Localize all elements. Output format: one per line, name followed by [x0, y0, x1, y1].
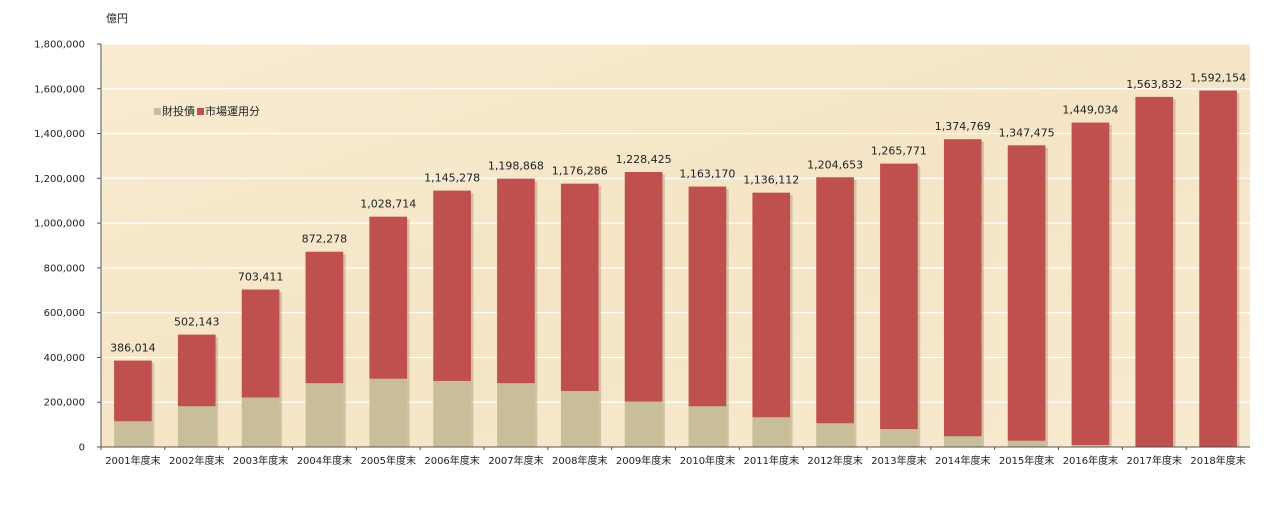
legend-label-財投債: 財投債: [162, 104, 195, 118]
bar-財投債: [433, 380, 471, 447]
legend-swatch-市場運用分: [197, 108, 204, 115]
y-tick-label: 400,000: [44, 353, 85, 364]
bar-市場運用分: [1199, 90, 1237, 447]
x-tick-label: 2005年度末: [361, 454, 416, 467]
data-label-total: 1,163,170: [679, 168, 735, 181]
x-tick-label: 2004年度末: [297, 454, 352, 467]
y-tick-label: 200,000: [44, 398, 85, 409]
bar-市場運用分: [177, 334, 216, 407]
bar-市場運用分: [497, 178, 535, 384]
x-tick-label: 2013年度末: [871, 454, 926, 467]
bar-財投債: [114, 421, 152, 447]
bar-財投債: [816, 423, 854, 447]
bar-市場運用分: [943, 139, 982, 437]
bar-市場運用分: [816, 177, 854, 424]
y-tick-label: 1,600,000: [34, 84, 85, 95]
bar-市場運用分: [880, 163, 918, 430]
axes: 0 200,000 400,000 600,000 800,000 1,000,000 1,…: [34, 40, 1250, 467]
bar-市場運用分: [241, 289, 280, 398]
data-label-total: 1,449,034: [1062, 104, 1118, 117]
bar-市場運用分: [688, 186, 727, 407]
data-label-total: 1,176,286: [552, 165, 608, 178]
bar-財投債: [880, 429, 918, 447]
data-label-total: 1,592,154: [1190, 72, 1246, 85]
data-label-total: 1,265,771: [871, 145, 927, 158]
bar-市場運用分: [369, 216, 408, 379]
y-tick-label: 1,200,000: [34, 174, 85, 185]
bar-財投債: [943, 436, 982, 447]
x-tick-label: 2015年度末: [999, 454, 1054, 467]
gridlines: [101, 43, 1250, 403]
data-label-total: 1,145,278: [424, 172, 480, 185]
bar-市場運用分: [305, 251, 344, 384]
y-tick-label: 600,000: [44, 308, 85, 319]
bar-財投債: [305, 383, 344, 447]
data-label-total: 1,347,475: [999, 126, 1055, 139]
bar-財投債: [560, 391, 599, 447]
bar-財投債: [241, 397, 280, 447]
bar-市場運用分: [624, 171, 663, 402]
bar-財投債: [752, 417, 791, 447]
y-tick-label: 1,400,000: [34, 129, 85, 140]
data-label-total: 1,204,653: [807, 158, 863, 171]
x-tick-label: 2001年度末: [105, 454, 160, 467]
data-label-total: 703,411: [238, 271, 284, 284]
data-label-total: 1,563,832: [1126, 78, 1182, 91]
bar-市場運用分: [1007, 145, 1046, 441]
bar-市場運用分: [114, 360, 152, 422]
x-tick-label: 2014年度末: [935, 454, 990, 467]
x-tick-label: 2009年度末: [616, 454, 671, 467]
x-tick-label: 2008年度末: [552, 454, 607, 467]
bar-市場運用分: [1071, 122, 1110, 445]
bar-財投債: [624, 401, 663, 447]
legend: 財投債 市場運用分: [154, 104, 260, 118]
legend-swatch-財投債: [154, 108, 161, 115]
legend-label-市場運用分: 市場運用分: [205, 104, 260, 118]
y-tick-label: 0: [79, 443, 85, 454]
x-tick-label: 2011年度末: [744, 454, 799, 467]
bar-財投債: [369, 378, 408, 447]
x-tick-label: 2017年度末: [1127, 454, 1182, 467]
y-tick-label: 800,000: [44, 263, 85, 274]
x-tick-label: 2018年度末: [1190, 454, 1245, 467]
bar-市場運用分: [433, 190, 471, 381]
bar-財投債: [177, 406, 216, 447]
x-tick-label: 2007年度末: [488, 454, 543, 467]
x-tick-label: 2012年度末: [807, 454, 862, 467]
bar-財投債: [497, 383, 535, 447]
data-label-total: 502,143: [174, 316, 220, 329]
x-tick-label: 2002年度末: [169, 454, 224, 467]
data-label-total: 1,136,112: [743, 174, 799, 187]
data-label-total: 1,028,714: [360, 198, 416, 211]
bars: [114, 90, 1240, 448]
x-tick-label: 2006年度末: [424, 454, 479, 467]
labels: 386,014 502,143 703,411 872,278 1,028,714 1,1…: [110, 72, 1246, 355]
data-label-total: 1,228,425: [616, 153, 672, 166]
data-label-total: 872,278: [302, 233, 348, 246]
bar-市場運用分: [752, 192, 791, 418]
x-tick-label: 2016年度末: [1063, 454, 1118, 467]
bar-市場運用分: [1135, 96, 1174, 447]
data-label-total: 386,014: [110, 342, 156, 355]
bar-財投債: [688, 406, 727, 447]
data-label-total: 1,198,868: [488, 160, 544, 173]
bar-財投債: [1071, 444, 1110, 447]
y-tick-label: 1,000,000: [34, 219, 85, 230]
bar-市場運用分: [560, 183, 599, 392]
y-tick-label: 1,800,000: [34, 40, 85, 51]
bar-財投債: [1007, 440, 1046, 447]
x-tick-label: 2010年度末: [680, 454, 735, 467]
y-unit-label: 億円: [106, 12, 128, 25]
data-label-total: 1,374,769: [935, 120, 991, 133]
plot-area: [101, 44, 1250, 447]
x-tick-label: 2003年度末: [233, 454, 288, 467]
